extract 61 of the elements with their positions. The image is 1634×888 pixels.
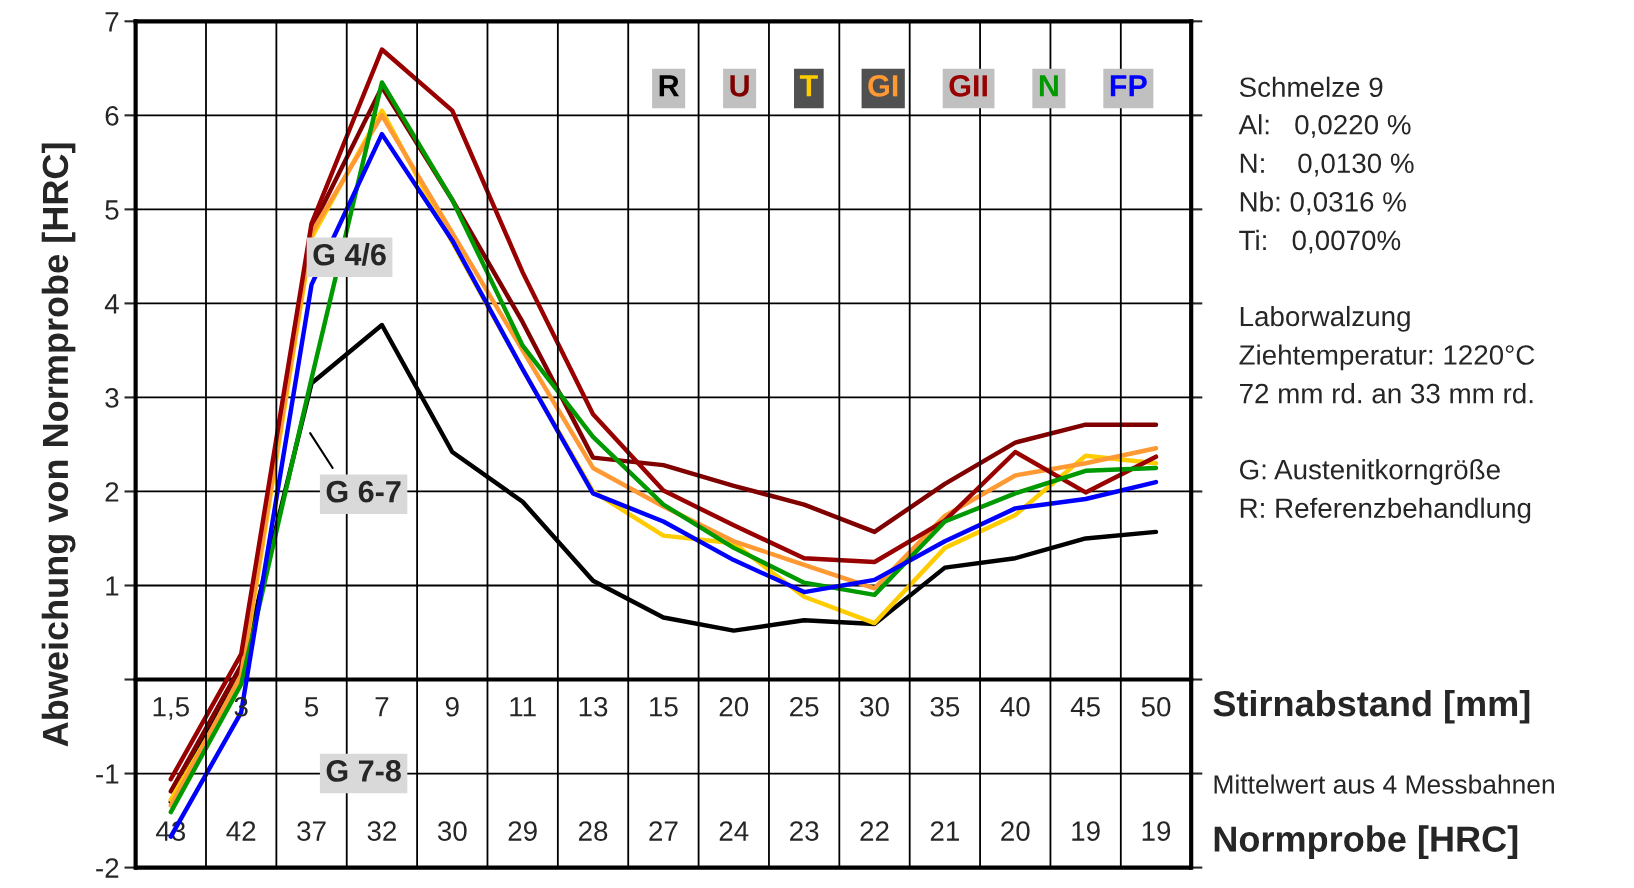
text: R [659, 75, 680, 97]
annotation: 29 [508, 821, 537, 841]
annotation: G 7-8 [326, 760, 401, 782]
x-tick-label: 7 [375, 697, 389, 717]
text: Nb: 0,0316 % [1240, 191, 1406, 215]
x-tick-label: 20 [719, 696, 749, 717]
text: U [730, 75, 749, 97]
y-tick-label: 4 [104, 294, 119, 314]
x-tick-label: 35 [930, 696, 960, 717]
text: Ti: 0,0070% [1239, 229, 1401, 254]
text: Ziehtemperatur: 1220°C [1239, 344, 1535, 371]
text: Al: 0,0220 % [1238, 114, 1411, 138]
annotation: 19 [1072, 821, 1100, 841]
text: Mittelwert aus 4 Messbahnen [1214, 774, 1554, 794]
x-axis-title: Stirnabstand [mm] [1213, 689, 1530, 724]
y-tick-label: 3 [105, 388, 119, 408]
text: G: Austenitkorngröße [1239, 459, 1500, 485]
x-tick-label: 5 [304, 697, 319, 717]
y-tick-label: 2 [105, 482, 119, 502]
y-tick-label: 1 [106, 576, 119, 596]
annotation: G 6-7 [326, 480, 401, 503]
annotation: G 4/6 [313, 243, 386, 266]
x-tick-label: 30 [860, 696, 889, 717]
x-tick-label: 40 [1000, 696, 1030, 717]
annotation: 20 [1001, 821, 1030, 841]
annotation: 37 [297, 821, 326, 841]
y-tick-label: -2 [96, 858, 119, 878]
text: Schmelze 9 [1239, 76, 1383, 98]
text: N [1039, 75, 1058, 97]
y-tick-label: 7 [105, 12, 119, 32]
x-tick-label: 45 [1070, 697, 1100, 717]
x-tick-label: 13 [579, 696, 608, 717]
annotation: 19 [1142, 821, 1171, 841]
x-tick-label: 25 [790, 696, 819, 717]
text: 72 mm rd. an 33 mm rd. [1240, 383, 1533, 404]
x-tick-label: 1,5 [153, 697, 189, 720]
annotation: 30 [437, 821, 467, 841]
annotation: 24 [719, 821, 749, 841]
y-tick-label: 6 [105, 106, 119, 126]
text: T [799, 75, 818, 97]
text: R: Referenzbehandlung [1240, 497, 1531, 524]
text: N: 0,0130 % [1240, 153, 1414, 177]
x-tick-label: 50 [1141, 696, 1171, 717]
text: FP [1110, 75, 1147, 97]
x-tick-label: 15 [650, 697, 678, 717]
x-tick-label: 11 [510, 697, 536, 717]
annotation: 28 [578, 821, 608, 841]
x-tick-label: 9 [445, 696, 459, 717]
y-tick-label: 5 [105, 200, 119, 220]
annotation: 23 [790, 821, 819, 841]
annotation: 22 [860, 821, 889, 841]
y-tick-label: -1 [96, 764, 119, 784]
annotation: 32 [367, 821, 396, 841]
annotation: 27 [649, 821, 678, 841]
text: Normprobe [HRC] [1214, 825, 1518, 860]
text: GII [949, 75, 987, 97]
text: Laborwalzung [1240, 305, 1410, 332]
text: GI [868, 75, 898, 97]
annotation: 42 [226, 821, 256, 841]
annotation: 21 [930, 821, 959, 841]
y-axis-title: Abweichung von Normprobe [HRC] [41, 143, 76, 747]
